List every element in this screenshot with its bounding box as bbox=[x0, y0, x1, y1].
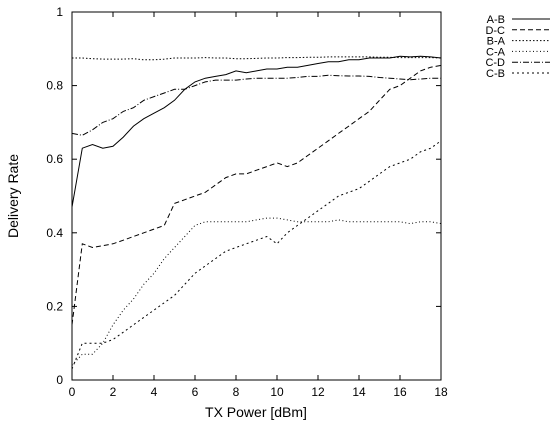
y-tick-label-2: 0.4 bbox=[46, 226, 63, 240]
plot-area-frame bbox=[71, 11, 442, 381]
y-tick-label-1: 0.2 bbox=[46, 299, 63, 313]
y-tick-label-3: 0.6 bbox=[46, 152, 63, 166]
x-tick-label-0: 0 bbox=[69, 385, 76, 399]
series-line-c-d bbox=[71, 74, 441, 136]
series-line-c-a bbox=[71, 217, 442, 366]
y-tick-label-0: 0 bbox=[56, 373, 63, 387]
x-tick-label-4: 8 bbox=[233, 385, 240, 399]
x-tick-label-1: 2 bbox=[110, 385, 117, 399]
legend-label-c-b: C-B bbox=[486, 68, 505, 80]
x-tick-label-2: 4 bbox=[151, 385, 158, 399]
legend-label-c-a: C-A bbox=[486, 46, 506, 58]
series-line-a-b bbox=[71, 55, 442, 208]
x-tick-label-9: 18 bbox=[434, 385, 448, 399]
ticks: 0 2 4 6 8 10 12 14 16 18 0 0.2 0.4 0.6 0.8 1 bbox=[46, 5, 448, 399]
series-line-c-b bbox=[71, 140, 442, 370]
y-axis-label: Delivery Rate bbox=[5, 154, 21, 238]
x-axis-label: TX Power [dBm] bbox=[205, 404, 307, 420]
y-tick-label-5: 1 bbox=[56, 5, 63, 19]
x-tick-label-8: 16 bbox=[393, 385, 407, 399]
legend-label-b-a: B-A bbox=[487, 36, 506, 48]
series-line-d-c bbox=[71, 64, 442, 325]
y-tick-label-4: 0.8 bbox=[46, 79, 63, 93]
x-tick-label-6: 12 bbox=[311, 385, 325, 399]
legend-label-a-b: A-B bbox=[487, 14, 505, 26]
x-tick-label-7: 14 bbox=[352, 385, 366, 399]
series-lines bbox=[71, 55, 442, 370]
x-tick-label-5: 10 bbox=[270, 385, 284, 399]
x-tick-label-3: 6 bbox=[192, 385, 199, 399]
legend-label-d-c: D-C bbox=[485, 25, 505, 37]
legend-label-c-d: C-D bbox=[485, 57, 505, 69]
legend: A-BD-CB-AC-AC-DC-B bbox=[485, 14, 550, 80]
